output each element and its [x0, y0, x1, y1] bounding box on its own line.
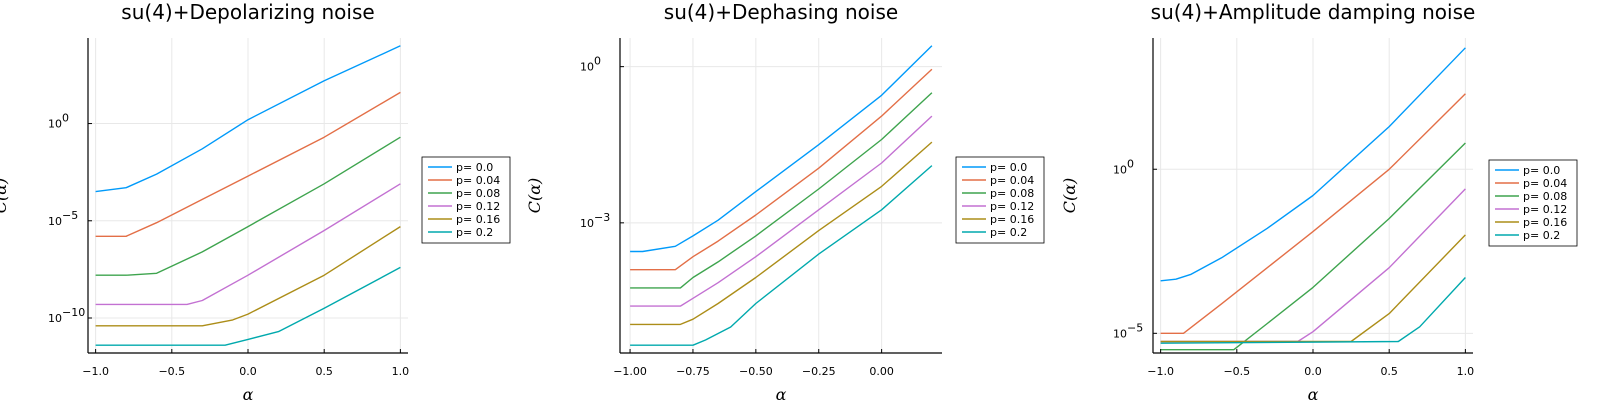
- y-tick-label: 10: [48, 312, 62, 325]
- y-tick-exponent: 0: [1127, 157, 1134, 170]
- series-line-6: [630, 165, 933, 346]
- chart-panel-3: −1.0 −0.5 0.0 0.5 1.010 010 −5su(4)+Amplitude …: [1060, 0, 1578, 400]
- legend-entry: p= 0.16: [1523, 216, 1567, 229]
- y-tick-label: 10: [48, 118, 62, 131]
- series-line-4: [95, 183, 401, 306]
- legend-entry: p= 0.16: [456, 213, 500, 226]
- y-tick-label: 10: [580, 217, 594, 230]
- chart-title: su(4)+Dephasing noise: [664, 0, 898, 24]
- series-line-5: [95, 226, 401, 327]
- chart-panel-1: −1.0 −0.5 0.0 0.5 1.010 010 −510 −10su(4)+Depol…: [0, 0, 511, 400]
- legend-entry: p= 0.12: [1523, 203, 1567, 216]
- y-axis-label: C(α): [525, 178, 544, 214]
- y-tick-label: 10: [48, 215, 62, 228]
- series-line-3: [95, 136, 401, 276]
- x-tick-label: 1.0: [1457, 365, 1475, 378]
- series-line-3: [630, 92, 933, 289]
- legend: p= 0.0p= 0.04p= 0.08p= 0.12p= 0.16p= 0.2: [421, 156, 511, 244]
- y-tick-exponent: −5: [1127, 321, 1143, 334]
- x-tick-label: −0.75: [676, 365, 710, 378]
- x-axis-label: α: [243, 385, 254, 400]
- y-tick-exponent: 0: [594, 55, 601, 68]
- series-line-3: [1160, 142, 1466, 351]
- x-tick-label: 0.5: [1380, 365, 1398, 378]
- legend-box: [955, 156, 1045, 244]
- chart-title: su(4)+Depolarizing noise: [121, 0, 374, 24]
- chart-title: su(4)+Amplitude damping noise: [1151, 0, 1476, 24]
- x-tick-label: 0.00: [869, 365, 894, 378]
- legend-entry: p= 0.0: [990, 161, 1027, 174]
- x-tick-label: −1.00: [613, 365, 647, 378]
- legend-entry: p= 0.04: [990, 174, 1034, 187]
- legend-entry: p= 0.0: [1523, 164, 1560, 177]
- x-tick-label: −1.0: [1147, 365, 1174, 378]
- series-line-6: [95, 266, 401, 346]
- series-line-1: [630, 45, 933, 253]
- legend-entry: p= 0.12: [990, 200, 1034, 213]
- x-tick-label: 0.0: [239, 365, 257, 378]
- legend-box: [1488, 159, 1578, 247]
- legend-entry: p= 0.08: [990, 187, 1034, 200]
- x-tick-label: −0.25: [802, 365, 836, 378]
- x-tick-label: −1.0: [82, 365, 109, 378]
- series-line-5: [1160, 234, 1466, 343]
- legend-entry: p= 0.12: [456, 200, 500, 213]
- x-tick-label: 1.0: [392, 365, 410, 378]
- series-line-4: [630, 115, 933, 307]
- legend: p= 0.0p= 0.04p= 0.08p= 0.12p= 0.16p= 0.2: [1488, 159, 1578, 247]
- series-line-5: [630, 141, 933, 326]
- y-tick-exponent: −3: [594, 211, 610, 224]
- y-axis-label: C(α): [0, 178, 10, 214]
- x-tick-label: 0.5: [315, 365, 333, 378]
- y-tick-exponent: −10: [62, 306, 85, 319]
- series-line-1: [1160, 47, 1466, 282]
- legend-entry: p= 0.04: [1523, 177, 1567, 190]
- x-axis-label: α: [1308, 385, 1319, 400]
- y-tick-exponent: 0: [62, 112, 69, 125]
- x-tick-label: 0.0: [1304, 365, 1322, 378]
- series-line-2: [630, 68, 933, 271]
- y-tick-exponent: −5: [62, 209, 78, 222]
- legend-entry: p= 0.08: [1523, 190, 1567, 203]
- y-tick-label: 10: [580, 61, 594, 74]
- legend-entry: p= 0.2: [1523, 229, 1560, 242]
- legend-entry: p= 0.2: [990, 226, 1027, 239]
- legend-entry: p= 0.04: [456, 174, 500, 187]
- legend-entry: p= 0.0: [456, 161, 493, 174]
- legend-entry: p= 0.16: [990, 213, 1034, 226]
- x-axis-label: α: [776, 385, 787, 400]
- series-line-1: [95, 45, 401, 193]
- series-line-2: [1160, 93, 1466, 334]
- y-tick-label: 10: [1113, 163, 1127, 176]
- series-line-2: [95, 91, 401, 237]
- x-tick-label: −0.5: [158, 365, 185, 378]
- legend-entry: p= 0.08: [456, 187, 500, 200]
- y-tick-label: 10: [1113, 327, 1127, 340]
- legend-entry: p= 0.2: [456, 226, 493, 239]
- legend-box: [421, 156, 511, 244]
- series-line-6: [1160, 277, 1466, 344]
- y-axis-label: C(α): [1060, 178, 1079, 214]
- x-tick-label: −0.50: [739, 365, 773, 378]
- legend: p= 0.0p= 0.04p= 0.08p= 0.12p= 0.16p= 0.2: [955, 156, 1045, 244]
- x-tick-label: −0.5: [1223, 365, 1250, 378]
